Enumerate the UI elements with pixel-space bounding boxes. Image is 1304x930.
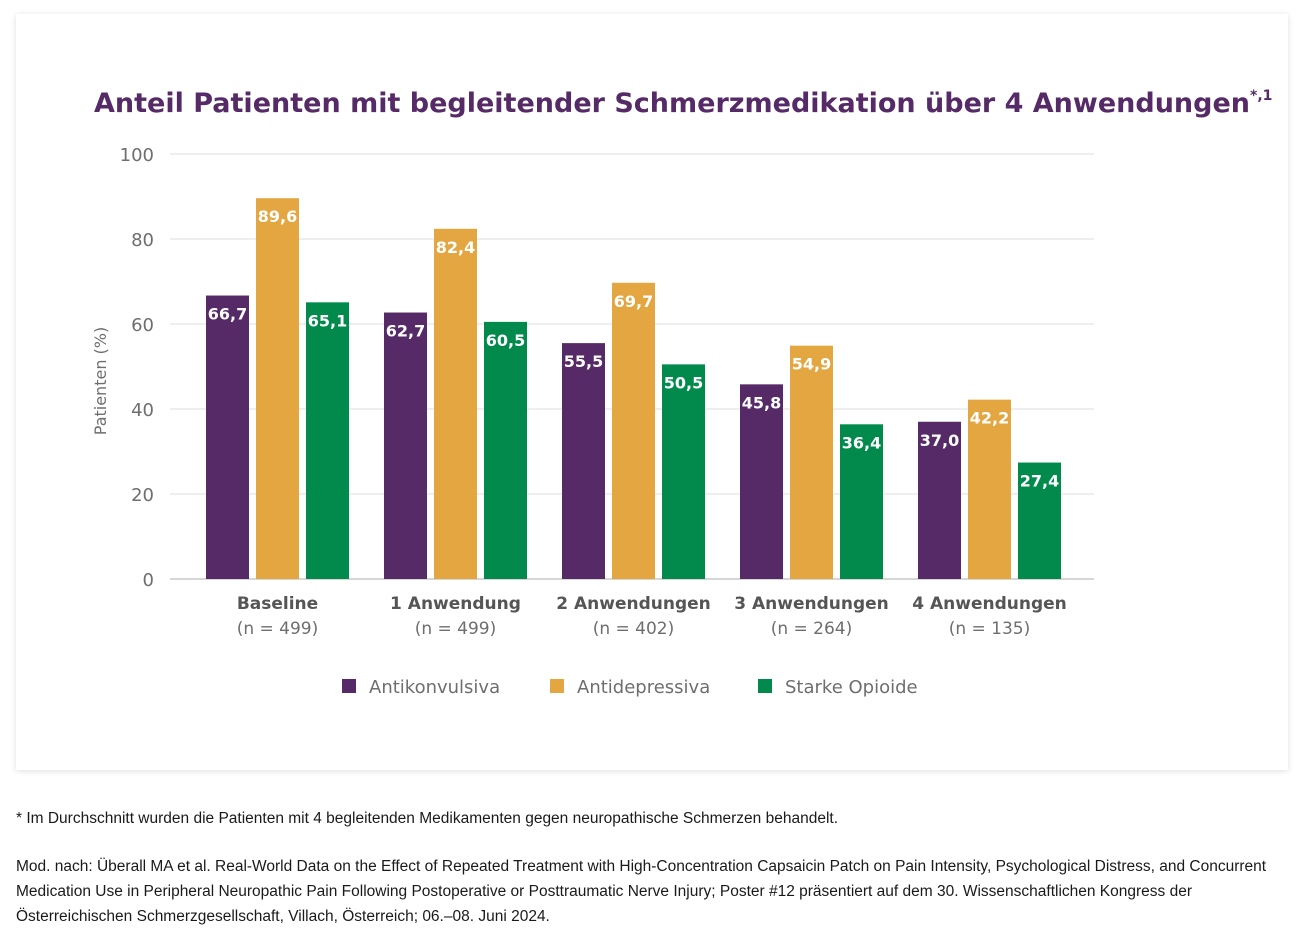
- bar-antidepressiva: [790, 345, 833, 579]
- bar-value-label: 65,1: [308, 311, 347, 330]
- bar-value-label: 66,7: [208, 305, 247, 324]
- x-category-label: 1 Anwendung: [390, 594, 521, 614]
- legend: Antikonvulsiva Antidepressiva Starke Opioi…: [342, 677, 918, 698]
- y-tick-label: 0: [143, 570, 154, 591]
- y-tick-label: 60: [131, 315, 154, 336]
- bar-antikonvulsiva: [562, 343, 605, 579]
- x-category-n: (n = 264): [771, 619, 853, 639]
- bar-value-label: 45,8: [742, 393, 781, 412]
- x-category-label: 2 Anwendungen: [556, 594, 711, 614]
- source-citation: Mod. nach: Überall MA et al. Real-World …: [16, 858, 1267, 925]
- y-tick-label: 100: [120, 145, 154, 166]
- bar-starke-opioide: [1018, 462, 1061, 579]
- x-category-label: Baseline: [237, 594, 318, 614]
- bar-antikonvulsiva: [384, 312, 427, 579]
- bar-chart: Anteil Patienten mit begleitender Schmer…: [91, 88, 1272, 698]
- footnote: * Im Durchschnitt wurden die Patienten m…: [16, 810, 839, 827]
- bar-antidepressiva: [968, 399, 1011, 579]
- x-category-n: (n = 135): [949, 619, 1031, 639]
- bar-starke-opioide: [306, 302, 349, 579]
- chart-title-superscript: *,1: [1250, 88, 1272, 104]
- bar-starke-opioide: [484, 321, 527, 579]
- chart-card: Anteil Patienten mit begleitender Schmer…: [16, 14, 1288, 770]
- y-tick-label: 20: [131, 485, 154, 506]
- y-axis-label: Patienten (%): [91, 327, 110, 435]
- bar-antikonvulsiva: [740, 384, 783, 579]
- x-category-n: (n = 499): [415, 619, 497, 639]
- bar-antidepressiva: [612, 282, 655, 579]
- bar-value-label: 89,6: [258, 207, 297, 226]
- legend-label: Antidepressiva: [577, 677, 710, 698]
- y-tick-label: 80: [131, 230, 154, 251]
- x-category-label: 3 Anwendungen: [734, 594, 889, 614]
- bar-value-label: 62,7: [386, 322, 425, 341]
- bar-starke-opioide: [662, 364, 705, 579]
- legend-swatch: [550, 679, 564, 693]
- bar-starke-opioide: [840, 424, 883, 579]
- legend-swatch: [342, 679, 356, 693]
- x-category-n: (n = 499): [237, 619, 319, 639]
- bar-value-label: 55,5: [564, 352, 603, 371]
- legend-swatch: [758, 679, 772, 693]
- bar-value-label: 27,4: [1020, 472, 1059, 491]
- bar-value-label: 37,0: [920, 431, 959, 450]
- bar-antikonvulsiva: [918, 421, 961, 579]
- bar-value-label: 82,4: [436, 238, 475, 257]
- legend-label: Antikonvulsiva: [369, 677, 500, 698]
- bar-value-label: 50,5: [664, 373, 703, 392]
- y-tick-label: 40: [131, 400, 154, 421]
- bar-antikonvulsiva: [206, 295, 249, 579]
- bar-value-label: 36,4: [842, 433, 881, 452]
- bar-antidepressiva: [256, 198, 299, 579]
- chart-title-main: Anteil Patienten mit begleitender Schmer…: [94, 88, 1250, 119]
- bar-value-label: 42,2: [970, 409, 1009, 428]
- bar-value-label: 60,5: [486, 331, 525, 350]
- x-category-label: 4 Anwendungen: [912, 594, 1067, 614]
- bar-antidepressiva: [434, 228, 477, 580]
- bar-value-label: 54,9: [792, 355, 831, 374]
- legend-label: Starke Opioide: [785, 677, 918, 698]
- chart-title: Anteil Patienten mit begleitender Schmer…: [94, 88, 1272, 119]
- x-category-n: (n = 402): [593, 619, 675, 639]
- bars: 66,7 62,7 55,5 45,8 37,0 89,6 82,4 69,7 54,9 42,2…: [206, 198, 1061, 580]
- bar-value-label: 69,7: [614, 292, 653, 311]
- x-axis-labels: Baseline (n = 499) 1 Anwendung (n = 499) 2 A…: [237, 594, 1067, 639]
- y-axis-ticks: 0 20 40 60 80 100: [120, 145, 154, 591]
